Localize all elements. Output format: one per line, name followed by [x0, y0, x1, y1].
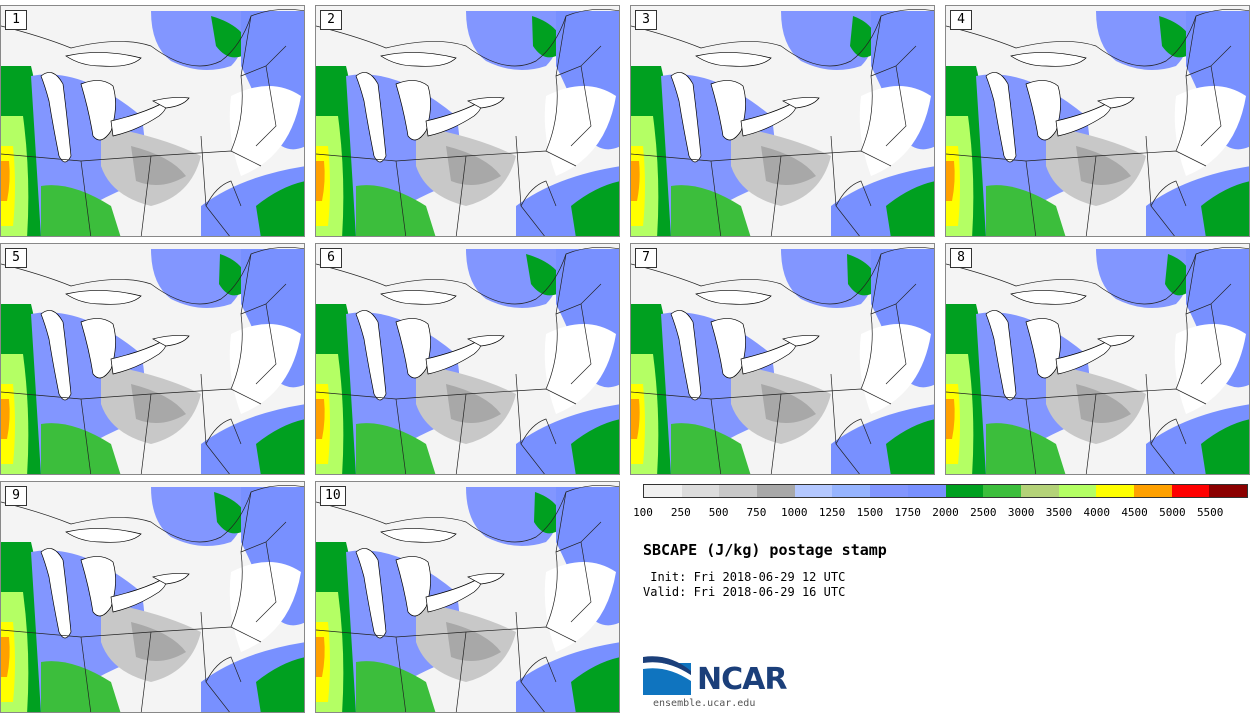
map-8 — [946, 244, 1249, 474]
colorbar-tick-label: 1250 — [818, 506, 846, 519]
colorbar-ticks: 100 250 500 750 1000 1250 1500 1750 2000 2500 3000… — [633, 506, 1248, 520]
colorbar-swatch — [1096, 485, 1134, 497]
colorbar-tick-label: 5500 — [1196, 506, 1224, 519]
member-label: 5 — [5, 248, 27, 268]
colorbar-tick-label: 5000 — [1159, 506, 1186, 519]
member-label: 7 — [635, 248, 657, 268]
colorbar-swatch — [757, 485, 795, 497]
colorbar-swatch — [945, 485, 984, 497]
member-label: 1 — [5, 10, 27, 30]
colorbar-swatch — [983, 485, 1021, 497]
source-url: ensemble.ucar.edu — [653, 698, 756, 709]
colorbar-swatch — [1171, 485, 1210, 497]
colorbar-swatch — [832, 485, 871, 497]
colorbar-swatch — [870, 485, 908, 497]
colorbar-tick-label: 3000 — [1007, 506, 1035, 519]
member-panel: 6 — [315, 243, 620, 475]
map-6 — [316, 244, 619, 474]
member-label: 6 — [320, 248, 342, 268]
colorbar-swatch — [794, 485, 833, 497]
member-label: 2 — [320, 10, 342, 30]
colorbar-tick-label: 2500 — [970, 506, 997, 519]
plot-title: SBCAPE (J/kg) postage stamp — [643, 541, 887, 559]
map-9 — [1, 482, 304, 712]
map-2 — [316, 6, 619, 236]
valid-time: Valid: Fri 2018-06-29 16 UTC — [643, 585, 846, 599]
colorbar-tick-label: 1750 — [894, 506, 921, 519]
colorbar-tick-label: 250 — [670, 506, 691, 519]
ncar-logo-text: NCAR — [697, 662, 787, 697]
member-panel: 2 — [315, 5, 620, 237]
map-4 — [946, 6, 1249, 236]
colorbar-tick-label: 2000 — [932, 506, 959, 519]
member-label: 10 — [320, 486, 346, 506]
member-panel: 1 — [0, 5, 305, 237]
colorbar-swatch — [907, 485, 946, 497]
map-7 — [631, 244, 934, 474]
colorbar-tick-label: 4000 — [1083, 506, 1111, 519]
member-label: 8 — [950, 248, 972, 268]
map-10 — [316, 482, 619, 712]
colorbar-tick-label: 1000 — [781, 506, 808, 519]
colorbar-tick-label: 3500 — [1045, 506, 1073, 519]
member-panel: 9 — [0, 481, 305, 713]
colorbar-tick-label: 500 — [708, 506, 729, 519]
colorbar-swatch — [644, 485, 682, 497]
colorbar-swatch — [1058, 485, 1097, 497]
map-5 — [1, 244, 304, 474]
ncar-logo-icon — [643, 656, 691, 695]
member-panel: 5 — [0, 243, 305, 475]
colorbar — [643, 484, 1248, 498]
map-3 — [631, 6, 934, 236]
colorbar-tick-label: 750 — [746, 506, 767, 519]
map-1 — [1, 6, 304, 236]
colorbar-swatch — [1209, 485, 1247, 497]
colorbar-tick-label: 4500 — [1121, 506, 1148, 519]
colorbar-swatch — [681, 485, 720, 497]
colorbar-swatch — [1020, 485, 1059, 497]
init-time: Init: Fri 2018-06-29 12 UTC — [643, 570, 846, 584]
member-panel: 8 — [945, 243, 1250, 475]
member-panel: 3 — [630, 5, 935, 237]
colorbar-swatch — [1133, 485, 1172, 497]
member-label: 9 — [5, 486, 27, 506]
member-panel: 10 — [315, 481, 620, 713]
member-panel: 4 — [945, 5, 1250, 237]
colorbar-swatch — [719, 485, 758, 497]
member-label: 4 — [950, 10, 972, 30]
member-panel: 7 — [630, 243, 935, 475]
colorbar-tick-label: 100 — [633, 506, 653, 519]
member-label: 3 — [635, 10, 657, 30]
colorbar-tick-label: 1500 — [856, 506, 884, 519]
